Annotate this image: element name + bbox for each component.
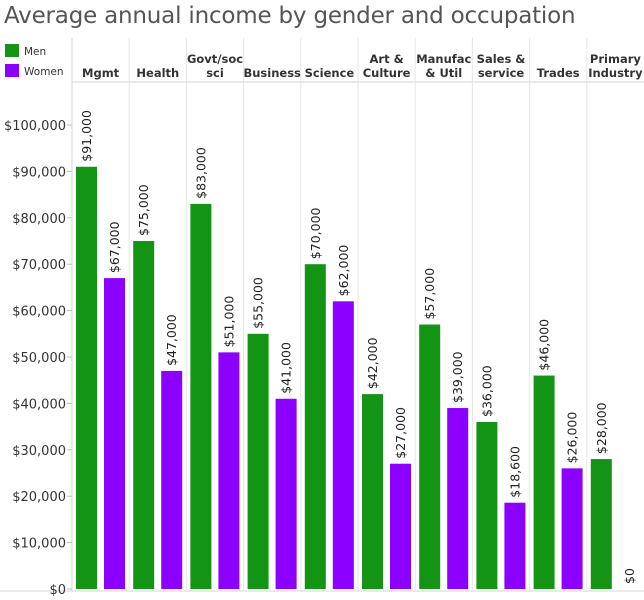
category-label: & Util: [425, 66, 462, 80]
data-label: $46,000: [537, 319, 552, 371]
data-label: $39,000: [450, 351, 465, 403]
category-label: Science: [305, 66, 355, 80]
legend-label-women: Women: [24, 66, 64, 78]
bar-women: [104, 278, 125, 589]
bar-men: [476, 421, 498, 589]
data-label: $91,000: [79, 110, 94, 162]
data-label: $26,000: [565, 412, 580, 464]
category-label: sci: [206, 66, 224, 80]
y-tick-label: $80,000: [12, 212, 66, 227]
data-label: $62,000: [336, 245, 351, 297]
category-label: Mgmt: [82, 66, 120, 80]
category-label: Sales &: [477, 52, 526, 66]
bar-men: [247, 333, 269, 589]
data-label: $75,000: [136, 184, 151, 236]
category-label: Govt/soc: [187, 52, 243, 66]
y-tick-label: $70,000: [12, 258, 66, 273]
data-label: $83,000: [193, 147, 208, 199]
legend-swatch-men: [5, 44, 19, 57]
data-label: $0: [622, 568, 637, 584]
y-tick-label: $30,000: [12, 444, 66, 459]
bar-men: [362, 394, 383, 589]
data-label: $55,000: [251, 277, 266, 329]
bar-women: [332, 301, 354, 589]
legend-swatch-women: [5, 64, 19, 77]
category-label: Trades: [537, 66, 580, 80]
data-label: $57,000: [422, 268, 437, 320]
data-label: $67,000: [107, 221, 122, 273]
category-label: Manufac: [416, 52, 471, 66]
data-label: $70,000: [308, 207, 323, 259]
bar-men: [304, 264, 326, 589]
category-label: Primary: [590, 52, 641, 66]
bar-women: [447, 408, 469, 589]
data-label: $28,000: [594, 402, 609, 454]
bar-women: [390, 463, 411, 589]
y-tick-label: $10,000: [12, 537, 66, 552]
category-label: service: [478, 66, 525, 80]
y-tick-label: $90,000: [12, 165, 66, 180]
data-label: $27,000: [393, 407, 408, 459]
y-tick-label: $40,000: [12, 397, 66, 412]
bar-women: [504, 502, 526, 589]
bar-women: [275, 398, 297, 589]
data-label: $47,000: [164, 314, 179, 366]
y-tick-label: $60,000: [12, 305, 66, 320]
bar-men: [133, 241, 155, 589]
data-label: $18,600: [507, 446, 522, 498]
data-label: $41,000: [279, 342, 294, 394]
bar-men: [190, 203, 212, 589]
bar-women: [161, 370, 183, 589]
data-label: $36,000: [479, 365, 494, 417]
bar-men: [533, 375, 555, 589]
y-tick-label: $0: [49, 583, 66, 598]
category-label: Health: [136, 66, 179, 80]
data-label: $42,000: [365, 337, 380, 389]
y-tick-label: $20,000: [12, 490, 66, 505]
bar-men: [419, 324, 441, 589]
category-label: Business: [243, 66, 301, 80]
category-label: Art &: [370, 52, 404, 66]
legend-label-men: Men: [24, 46, 46, 58]
y-tick-label: $50,000: [12, 351, 66, 366]
y-tick-label: $100,000: [4, 119, 66, 134]
bar-women: [561, 468, 583, 589]
bar-men: [76, 166, 97, 589]
category-label: Culture: [363, 66, 411, 80]
chart-title: Average annual income by gender and occu…: [4, 3, 576, 29]
bar-women: [218, 352, 240, 589]
bar-men: [590, 459, 612, 589]
category-label: Industry: [588, 66, 643, 80]
data-label: $51,000: [221, 296, 236, 348]
